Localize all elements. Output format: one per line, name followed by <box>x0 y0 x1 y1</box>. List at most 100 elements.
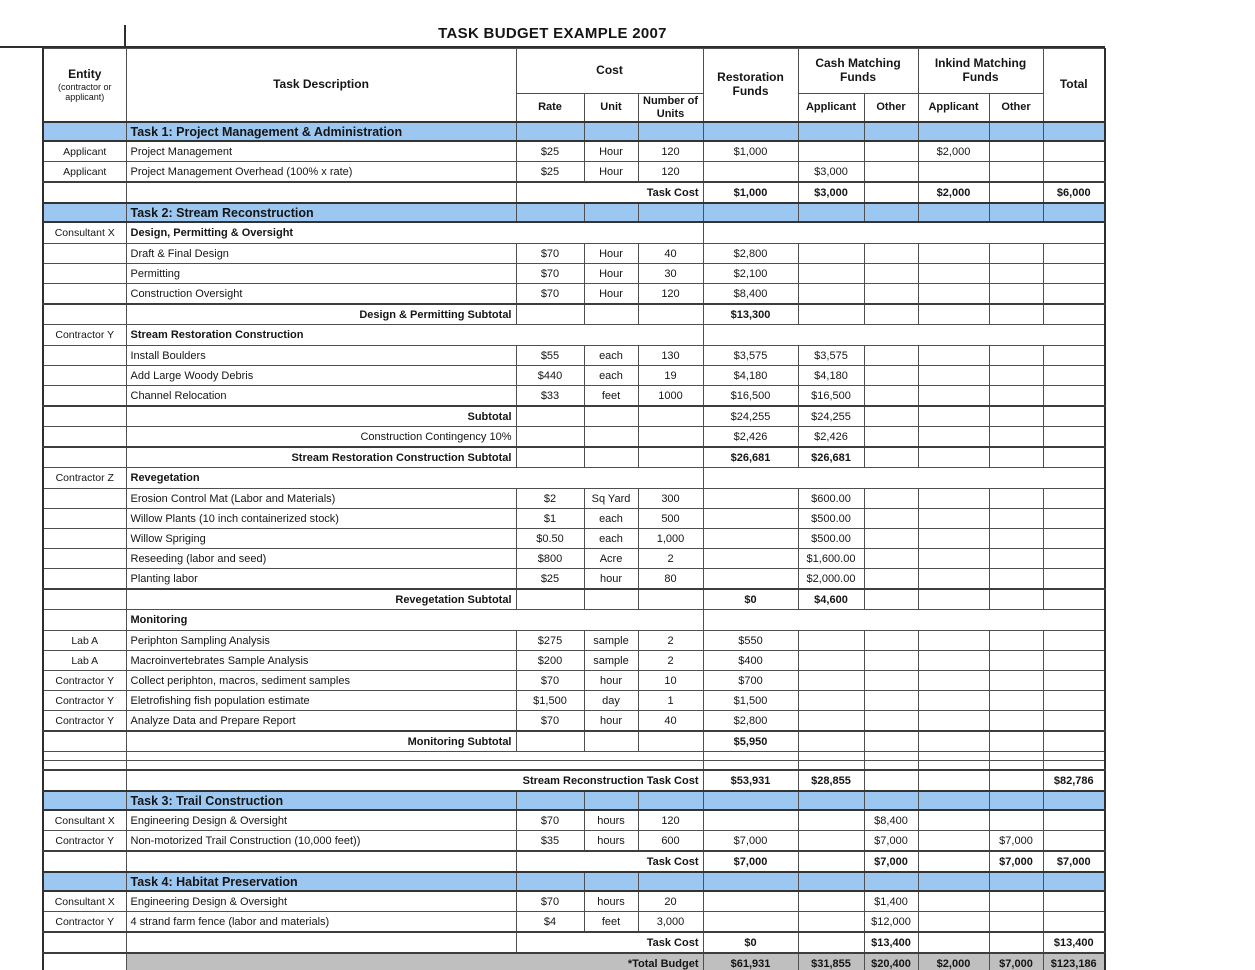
value-cell <box>917 283 990 305</box>
description-cell: Periphton Sampling Analysis <box>125 630 517 652</box>
value-cell <box>917 690 990 712</box>
description-cell: Macroinvertebrates Sample Analysis <box>125 650 517 672</box>
value-cell: $1,000 <box>702 140 799 163</box>
entity-cell <box>42 345 127 367</box>
value-cell: $7,000 <box>1042 850 1106 873</box>
value-cell <box>1042 121 1106 143</box>
row-item: Erosion Control Mat (Labor and Materials… <box>42 488 1106 510</box>
description-cell: Channel Relocation <box>125 385 517 407</box>
value-cell <box>988 670 1044 692</box>
value-cell <box>988 548 1044 570</box>
value-cell <box>988 446 1044 469</box>
row-item: Consultant X Engineering Design & Oversig… <box>42 809 1106 832</box>
value-cell <box>1042 303 1106 326</box>
group-title-cell: Revegetation <box>125 467 704 490</box>
value-cell: $26,681 <box>797 446 865 469</box>
value-cell <box>863 730 919 753</box>
value-cell: $16,500 <box>702 385 799 407</box>
unit-cell: hour <box>583 670 639 692</box>
value-cell <box>702 221 1106 245</box>
unit-cell: Hour <box>583 243 639 265</box>
row-item: Construction Oversight $70 Hour 120 $8,400 <box>42 283 1106 305</box>
entity-cell: Consultant X <box>42 809 127 832</box>
description-cell <box>125 181 517 204</box>
value-cell: $8,400 <box>702 283 799 305</box>
row-item: Contractor Y Analyze Data and Prepare Rep… <box>42 710 1106 732</box>
value-cell <box>702 508 799 530</box>
rate-cell: $70 <box>515 283 585 305</box>
value-cell <box>702 871 799 893</box>
entity-cell <box>42 426 127 448</box>
number-of-units-cell: 20 <box>637 890 704 913</box>
description-cell: Non-motorized Trail Construction (10,000… <box>125 830 517 852</box>
value-cell: $0 <box>702 588 799 611</box>
rate-cell: $25 <box>515 568 585 590</box>
value-cell: $2,000.00 <box>797 568 865 590</box>
rate-cell: $70 <box>515 890 585 913</box>
row-task_cost: Task Cost $7,000 $7,000 $7,000 $7,000 <box>42 850 1106 873</box>
entity-cell <box>42 568 127 590</box>
row-item: Draft & Final Design $70 Hour 40 $2,800 <box>42 243 1106 265</box>
row-item: Willow Spriging $0.50 each 1,000 $500.00 <box>42 528 1106 550</box>
value-cell <box>863 385 919 407</box>
value-cell: $600.00 <box>797 488 865 510</box>
value-cell: $1,000 <box>702 181 799 204</box>
value-cell <box>917 710 990 732</box>
value-cell: $4,180 <box>702 365 799 387</box>
number-of-units-cell: 120 <box>637 161 704 183</box>
description-cell: Engineering Design & Oversight <box>125 890 517 913</box>
cost-cell <box>637 303 704 326</box>
number-of-units-cell: 130 <box>637 345 704 367</box>
row-item: Install Boulders $55 each 130 $3,575 $3,575 <box>42 345 1106 367</box>
row-group: Consultant X Design, Permitting & Oversig… <box>42 221 1106 245</box>
value-cell <box>1042 670 1106 692</box>
value-cell <box>702 202 799 224</box>
value-cell: $61,931 <box>702 952 799 970</box>
cost-cell <box>637 426 704 448</box>
entity-cell <box>42 283 127 305</box>
entity-cell <box>42 303 127 326</box>
description-cell: Project Management <box>125 140 517 163</box>
header-inkind-other: Other <box>988 93 1044 123</box>
value-cell <box>863 710 919 732</box>
header-row-sub: Rate Unit Number of Units Applicant Othe… <box>43 93 1105 123</box>
header-rate: Rate <box>515 93 585 123</box>
row-item: Applicant Project Management Overhead (10… <box>42 161 1106 183</box>
cost-cell <box>583 730 639 753</box>
value-cell <box>702 790 799 812</box>
value-cell <box>863 345 919 367</box>
value-cell <box>797 202 865 224</box>
value-cell <box>863 588 919 611</box>
value-cell: $2,800 <box>702 710 799 732</box>
value-cell <box>917 760 990 771</box>
value-cell <box>917 809 990 832</box>
unit-cell: hour <box>583 710 639 732</box>
value-cell: $400 <box>702 650 799 672</box>
value-cell <box>797 140 865 163</box>
value-cell <box>988 890 1044 913</box>
entity-cell <box>42 243 127 265</box>
value-cell <box>988 508 1044 530</box>
value-cell <box>1042 871 1106 893</box>
value-cell <box>797 871 865 893</box>
value-cell <box>702 488 799 510</box>
row-item: Contractor Y Non-motorized Trail Construc… <box>42 830 1106 852</box>
header-cost-group: Cost <box>515 48 704 94</box>
number-of-units-cell: 3,000 <box>637 911 704 933</box>
value-cell <box>988 911 1044 933</box>
unit-cell: day <box>583 690 639 712</box>
entity-cell <box>42 202 127 224</box>
value-cell <box>1042 263 1106 285</box>
value-cell <box>797 630 865 652</box>
value-cell <box>1042 345 1106 367</box>
total-budget-label-cell: *Total Budget <box>125 952 704 970</box>
row-spacer <box>42 751 1106 762</box>
rate-cell: $70 <box>515 710 585 732</box>
value-cell <box>1042 385 1106 407</box>
value-cell <box>988 790 1044 812</box>
value-cell <box>797 931 865 954</box>
header-cash-matching-group: Cash Matching Funds <box>797 48 919 94</box>
value-cell: $6,000 <box>1042 181 1106 204</box>
